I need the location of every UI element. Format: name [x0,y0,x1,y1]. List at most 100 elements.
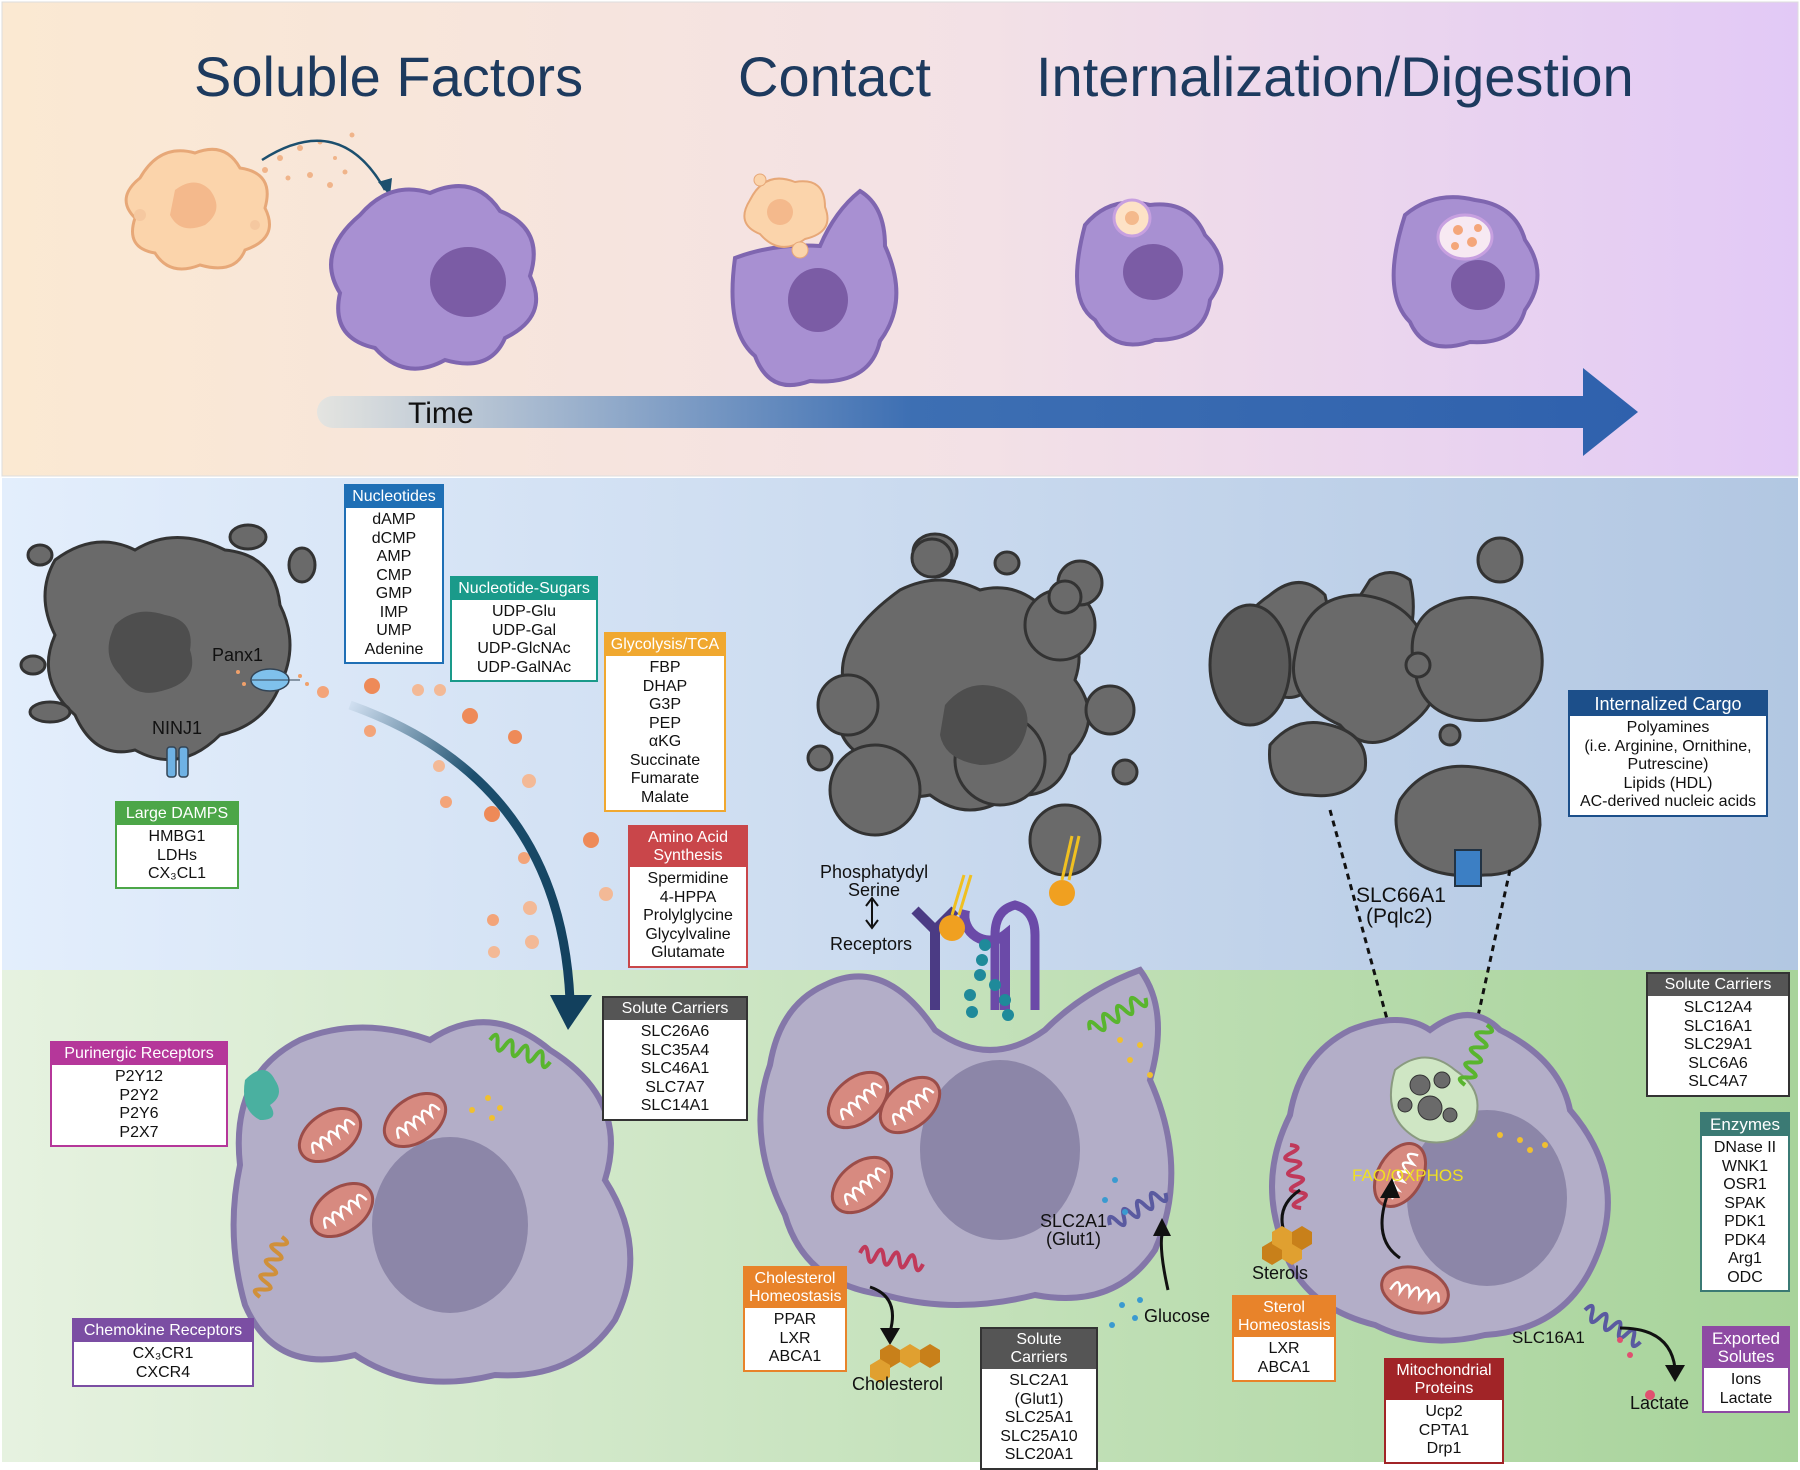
box-item: 4-HPPA [659,888,717,906]
header-internalization: Internalization/Digestion [1036,45,1634,108]
apoptotic-cell-center-icon [806,532,1139,877]
box-item: LXR [779,1329,811,1347]
box-item: CMP [376,566,412,584]
slc66a1-label: SLC66A1 [1356,884,1446,907]
ninj1-icon [166,746,177,778]
glycolysis-box: Glycolysis/TCA FBP DHAP G3P PEP αKG Succ… [604,632,726,812]
box-item: Ions [1730,1371,1762,1388]
nucleotides-box: Nucleotides dAMP dCMP AMP CMP GMP IMP UM… [344,484,444,664]
box-item: Drp1 [1426,1440,1462,1457]
pqlc2-label: (Pqlc2) [1366,905,1433,928]
box-item: G3P [648,696,681,713]
box-item: ODC [1727,1268,1763,1286]
large-damps-title: Large DAMPS [117,803,237,825]
box-item: WNK1 [1721,1157,1769,1175]
box-item: Ucp2 [1425,1403,1463,1420]
box-item: SLC4A7 [1688,1073,1748,1090]
box-item: SLC12A4 [1683,999,1753,1016]
box-item: OSR1 [1723,1176,1767,1193]
sterol-homeostasis-box: Sterol Homeostasis LXR ABCA1 [1232,1295,1336,1382]
cholesterol-label: Cholesterol [852,1374,944,1394]
solute-carriers-title-3: Solute Carriers [1648,974,1788,996]
enzymes-title: Enzymes [1702,1114,1788,1136]
box-item: Prolylglycine [643,907,733,924]
box-item: Succinate [629,751,701,769]
box-item: UDP-Gal [491,621,556,639]
box-item: SLC2A1 [1009,1372,1069,1389]
uptake-arrow [348,700,575,1001]
box-item: P2Y2 [119,1086,159,1104]
box-item: FBP [649,659,681,676]
amino-acid-title: Amino Acid Synthesis [630,827,746,867]
macrophage-2-icon [730,173,899,387]
box-item: SLC7A7 [645,1078,705,1096]
box-item: PDK1 [1724,1213,1766,1230]
purinergic-title: Purinergic Receptors [52,1043,226,1065]
solute-carriers-box-3: Solute Carriers SLC12A4 SLC16A1 SLC29A1 … [1646,972,1790,1097]
solute-carriers-box-2: Solute Carriers SLC2A1 (Glut1) SLC25A1 S… [980,1327,1098,1470]
nucleotide-particles-icon [236,670,309,686]
receptors-label: Receptors [830,934,913,954]
solute-carriers-title-1: Solute Carriers [604,998,746,1020]
macrophage-1-icon [329,184,539,371]
box-item: PPAR [773,1311,817,1328]
engulfed-debris-icon [1208,536,1544,878]
box-item: SLC16A1 [1683,1017,1753,1035]
chemokine-title: Chemokine Receptors [74,1320,252,1342]
solute-carriers-box-1: Solute Carriers SLC26A6 SLC35A4 SLC46A1 … [602,996,748,1121]
box-item: DNase II [1713,1139,1777,1156]
ps-label-2: Serine [848,880,901,900]
box-item: SLC46A1 [640,1060,710,1077]
box-item: dCMP [371,529,417,547]
mitochondrial-proteins-title: Mitochondrial Proteins [1386,1360,1502,1400]
box-item: UMP [376,622,412,639]
cholesterol-homeostasis-title: Cholesterol Homeostasis [745,1268,845,1308]
dying-cell-nucleus [108,611,193,693]
box-item: CPTA1 [1418,1421,1470,1439]
box-item: Arg1 [1728,1250,1762,1267]
box-item: PDK4 [1724,1231,1766,1249]
box-item: UDP-GalNAc [476,658,572,676]
exported-solutes-title: Exported Solutes [1704,1328,1788,1368]
box-item: LDHs [156,846,197,864]
box-item: P2Y6 [119,1105,159,1122]
box-item: UDP-Glu [491,603,556,620]
apoptotic-cell-icon [124,147,271,271]
internalized-cargo-title: Internalized Cargo [1570,692,1766,716]
release-arrow [261,139,387,191]
box-item: SLC26A6 [640,1023,710,1040]
nucleotides-title: Nucleotides [346,486,442,508]
sterols-label: Sterols [1252,1263,1309,1283]
box-item: SLC14A1 [640,1097,710,1114]
cholesterol-homeostasis-box: Cholesterol Homeostasis PPAR LXR ABCA1 [743,1266,847,1372]
box-item: LXR [1268,1340,1300,1357]
large-damps-box: Large DAMPS HMBG1 LDHs CX₃CL1 [115,801,239,889]
box-item: P2Y12 [114,1068,164,1085]
exported-solutes-box: Exported Solutes Ions Lactate [1702,1326,1790,1413]
box-item: CXCR4 [135,1363,191,1381]
header-soluble-factors: Soluble Factors [194,45,584,108]
purinergic-box: Purinergic Receptors P2Y12 P2Y2 P2Y6 P2X… [50,1041,228,1147]
enzymes-box: Enzymes DNase II WNK1 OSR1 SPAK PDK1 PDK… [1700,1112,1790,1292]
box-item: ABCA1 [1257,1358,1311,1376]
box-item: CX₃CR1 [132,1345,194,1362]
header-contact: Contact [738,45,931,108]
solute-carriers-title-2: Solute Carriers [982,1329,1096,1369]
faooxphos-label: FAO/OXPHOS [1352,1166,1464,1185]
box-item: SLC6A6 [1688,1054,1748,1072]
macrophage-left-icon [230,1019,634,1385]
glut1-label: (Glut1) [1046,1229,1102,1249]
slc16a1-label: SLC16A1 [1512,1328,1585,1347]
macrophage-right-icon [1269,1012,1655,1400]
time-arrow [317,368,1638,456]
box-item: Polyamines [1626,719,1710,736]
box-item: ABCA1 [768,1348,822,1365]
amino-acid-box: Amino Acid Synthesis Spermidine 4-HPPA P… [628,825,748,968]
cholesterol-icon [870,1344,940,1383]
box-item: (i.e. Arginine, Ornithine, [1584,737,1752,755]
box-item: IMP [379,603,409,621]
zoom-lines [1328,809,1512,1031]
box-item: SLC25A1 [1004,1409,1074,1426]
